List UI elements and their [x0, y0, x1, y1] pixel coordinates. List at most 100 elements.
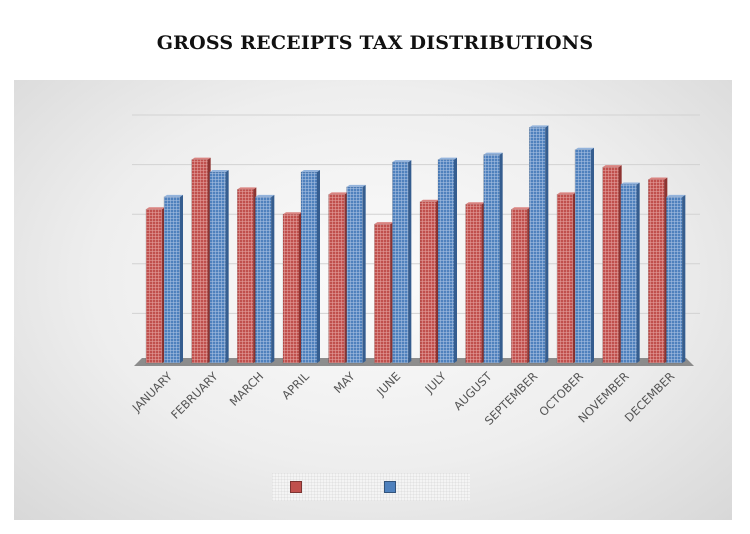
bar-march-series-1 — [237, 187, 257, 364]
bar-top — [374, 222, 394, 225]
bar-january-series-1 — [145, 207, 165, 364]
bar-august-series-1 — [465, 202, 485, 364]
bar-front — [282, 213, 300, 364]
bar-front — [255, 196, 272, 364]
bar-april-series-1 — [282, 212, 302, 364]
bar-side — [225, 170, 229, 363]
bar-front — [237, 189, 254, 364]
bar-side — [362, 184, 366, 363]
bar-front — [145, 208, 163, 364]
legend-swatch-blue — [384, 481, 396, 493]
bar-july-series-2 — [437, 157, 457, 364]
bar-side — [636, 182, 640, 363]
bar-january-series-2 — [163, 194, 183, 364]
legend — [272, 473, 470, 501]
bar-top — [511, 207, 531, 210]
bar-november-series-2 — [620, 182, 640, 364]
bar-front — [620, 184, 637, 364]
x-tick-label-august: AUGUST — [451, 369, 495, 413]
bar-top — [529, 125, 549, 128]
bar-top — [666, 194, 686, 197]
bar-top — [146, 207, 165, 210]
bar-front — [392, 161, 409, 364]
bar-side — [180, 194, 183, 363]
bar-front — [511, 208, 528, 364]
bar-top — [465, 202, 485, 205]
bar-december-series-1 — [648, 177, 668, 364]
bar-top — [620, 182, 640, 185]
bar-front — [191, 159, 208, 364]
bar-top — [438, 157, 457, 160]
bar-top — [346, 184, 366, 187]
bar-side — [499, 152, 503, 363]
bar-top — [420, 199, 439, 202]
bar-front — [374, 223, 391, 364]
bar-september-series-2 — [529, 125, 549, 364]
x-tick-label-july: JULY — [422, 369, 450, 397]
bar-front — [209, 171, 226, 364]
bar-october-series-1 — [556, 192, 576, 364]
bar-top — [602, 165, 622, 168]
bar-front — [163, 196, 181, 364]
chart-title: GROSS RECEIPTS TAX DISTRIBUTIONS — [156, 32, 594, 54]
bar-march-series-2 — [255, 194, 275, 364]
bar-side — [408, 160, 412, 363]
bar-front — [300, 171, 318, 364]
bar-front — [666, 196, 683, 364]
bar-front — [437, 159, 455, 364]
bar-top — [283, 212, 302, 215]
x-tick-label-january: JANUARY — [129, 369, 176, 416]
x-tick-label-february: FEBRUARY — [168, 369, 221, 422]
bar-front — [648, 179, 665, 364]
bar-top — [328, 192, 348, 195]
bar-june-series-1 — [374, 222, 394, 364]
bars — [145, 125, 686, 364]
bar-top — [557, 192, 576, 195]
bar-side — [591, 147, 594, 363]
bar-top — [255, 194, 275, 197]
bar-front — [483, 154, 500, 364]
bar-side — [317, 170, 320, 363]
bar-side — [545, 125, 549, 364]
bar-front — [328, 194, 345, 364]
bar-front — [529, 127, 546, 364]
bar-top — [191, 157, 211, 160]
bar-front — [602, 166, 619, 364]
bar-top — [209, 170, 229, 173]
legend-item-series-1 — [290, 481, 306, 493]
bar-front — [574, 149, 592, 364]
legend-swatch-red — [290, 481, 302, 493]
legend-item-series-2 — [384, 481, 400, 493]
bar-top — [392, 160, 412, 163]
bar-may-series-1 — [328, 192, 348, 364]
bar-top — [648, 177, 668, 180]
bar-august-series-2 — [483, 152, 503, 364]
bar-top — [164, 194, 183, 197]
bar-february-series-1 — [191, 157, 211, 364]
bar-side — [682, 194, 686, 363]
bar-top — [575, 147, 594, 150]
bar-april-series-2 — [300, 170, 320, 364]
bar-september-series-1 — [511, 207, 531, 364]
x-tick-label-april: APRIL — [279, 369, 312, 402]
bar-front — [465, 204, 482, 364]
bar-front — [346, 186, 363, 364]
bar-top — [301, 170, 320, 173]
bar-october-series-2 — [574, 147, 594, 364]
x-tick-label-may: MAY — [331, 369, 359, 397]
bar-may-series-2 — [346, 184, 366, 364]
bar-top — [483, 152, 503, 155]
bar-front — [556, 194, 574, 364]
x-tick-label-december: DECEMBER — [622, 369, 678, 425]
bar-november-series-1 — [602, 165, 622, 364]
bar-side — [271, 194, 275, 363]
bar-july-series-1 — [419, 199, 439, 364]
x-tick-label-march: MARCH — [227, 369, 267, 409]
bar-june-series-2 — [392, 160, 412, 364]
x-tick-label-june: JUNE — [373, 369, 403, 399]
bar-february-series-2 — [209, 170, 229, 364]
chart-area: JANUARY FEBRUARY MARCH APRIL MAY JUNE JULY AUGU… — [14, 80, 732, 520]
bar-december-series-2 — [666, 194, 686, 364]
